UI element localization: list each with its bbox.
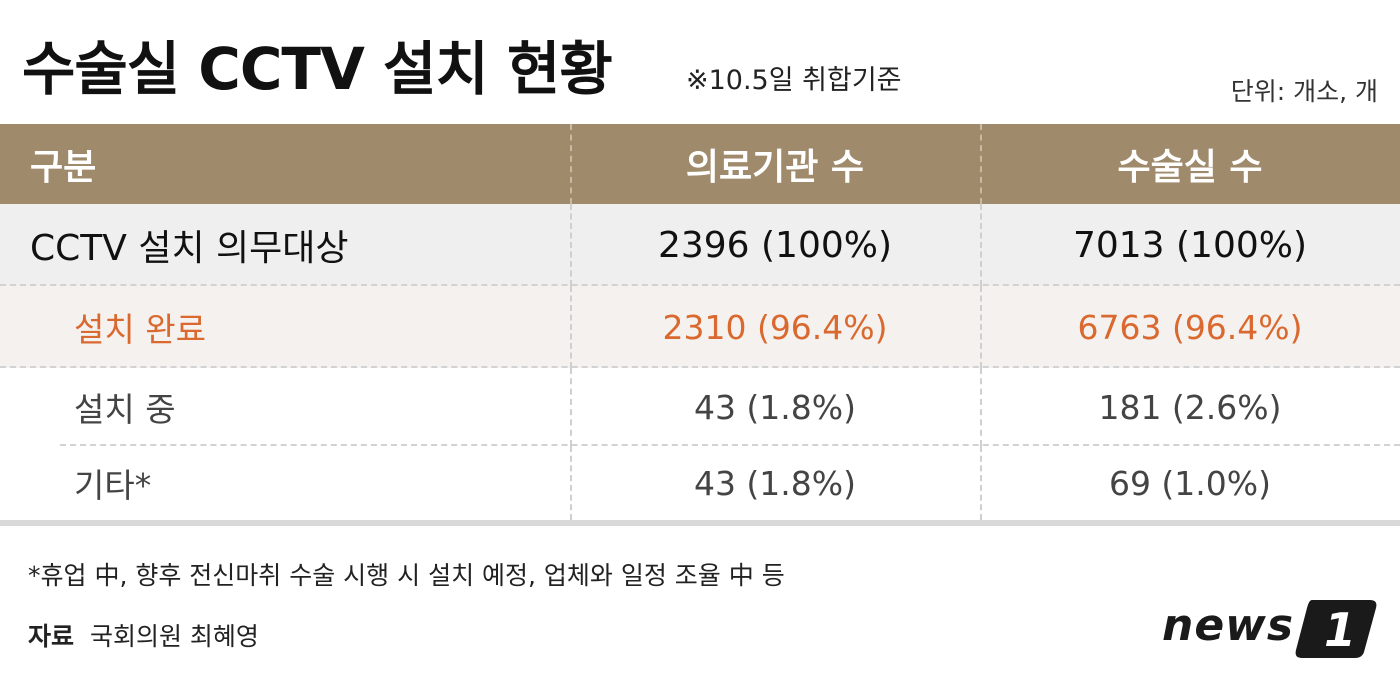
row-label: 설치 중 [74,390,176,429]
table-header-row: 구분 의료기관 수 수술실 수 [0,124,1400,204]
row-label: 설치 완료 [74,310,206,349]
table-row: 설치 중 43 (1.8%) 181 (2.6%) [0,368,1400,446]
source-label: 자료 [28,622,75,651]
institutions-value: 2310 (96.4%) [662,307,888,347]
column-divider [980,286,982,368]
row-divider [0,284,1400,286]
source-line: 자료 국회의원 최혜영 [28,617,259,653]
cctv-status-table: 구분 의료기관 수 수술실 수 CCTV 설치 의무대상 2396 (100%)… [0,124,1400,526]
institutions-value: 43 (1.8%) [693,463,857,503]
row-divider [60,444,1400,446]
column-header-category: 구분 [30,147,97,188]
footnote: *휴업 中, 향후 전신마취 수술 시행 시 설치 예정, 업체와 일정 조율 … [28,561,785,590]
column-divider [980,124,982,204]
column-header-institutions: 의료기관 수 [685,147,865,188]
title-note: ※10.5일 취합기준 [686,65,902,96]
column-divider [570,286,572,368]
row-label: CCTV 설치 의무대상 [30,228,349,269]
column-divider [570,204,572,286]
column-divider [570,446,572,520]
column-divider [570,124,572,204]
rooms-value: 69 (1.0%) [1108,463,1272,503]
rooms-value: 6763 (96.4%) [1077,307,1303,347]
column-divider [980,368,982,446]
logo-text: news [1162,600,1294,651]
rooms-value: 181 (2.6%) [1098,387,1282,427]
column-divider [980,204,982,286]
title-row: 수술실 CCTV 설치 현황 ※10.5일 취합기준 단위: 개소, 개 [22,22,1378,112]
source-value: 국회의원 최혜영 [89,622,259,651]
table-row: 설치 완료 2310 (96.4%) 6763 (96.4%) [0,286,1400,368]
column-divider [980,446,982,520]
column-divider [570,368,572,446]
institutions-value: 43 (1.8%) [693,387,857,427]
unit-label: 단위: 개소, 개 [1230,77,1378,106]
row-divider [0,366,1400,368]
logo-badge: 1 [1295,600,1377,658]
row-label: 기타* [74,466,152,505]
logo-numeral: 1 [1324,603,1356,657]
news1-logo: news 1 [1162,600,1377,658]
page-title: 수술실 CCTV 설치 현황 [22,35,613,103]
table-row: 기타* 43 (1.8%) 69 (1.0%) [0,446,1400,526]
column-header-rooms: 수술실 수 [1117,147,1263,188]
rooms-value: 7013 (100%) [1072,224,1308,266]
table-row: CCTV 설치 의무대상 2396 (100%) 7013 (100%) [0,204,1400,286]
institutions-value: 2396 (100%) [657,224,893,266]
